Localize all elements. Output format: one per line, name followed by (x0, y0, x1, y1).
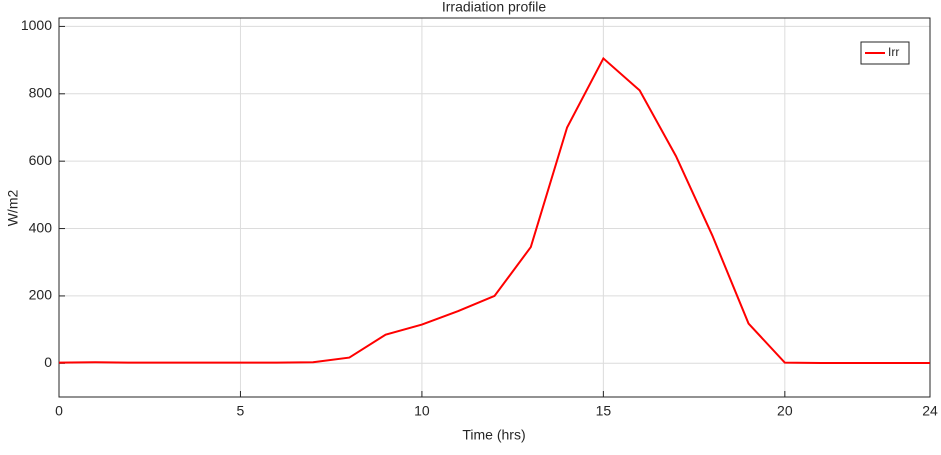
plot-frame (58, 17, 931, 398)
x-tick-label: 20 (777, 403, 793, 419)
chart-title: Irradiation profile (442, 0, 546, 15)
x-tick-label: 0 (55, 403, 63, 419)
legend-label: Irr (888, 45, 899, 59)
y-tick-label: 800 (29, 85, 53, 101)
y-tick-label: 1000 (21, 17, 52, 33)
x-tick-label: 10 (414, 403, 430, 419)
x-tick-label: 15 (596, 403, 612, 419)
data-line (58, 56, 930, 364)
y-tick-label: 200 (29, 287, 53, 303)
y-tick-label: 400 (29, 219, 53, 235)
y-tick-label: 600 (29, 152, 53, 168)
x-tick-label: 5 (237, 403, 245, 419)
y-tick-label: 0 (44, 354, 52, 370)
x-tick-label: 24 (922, 403, 938, 419)
x-axis-label: Time (hrs) (462, 427, 525, 443)
y-axis-label: W/m2 (5, 190, 21, 227)
